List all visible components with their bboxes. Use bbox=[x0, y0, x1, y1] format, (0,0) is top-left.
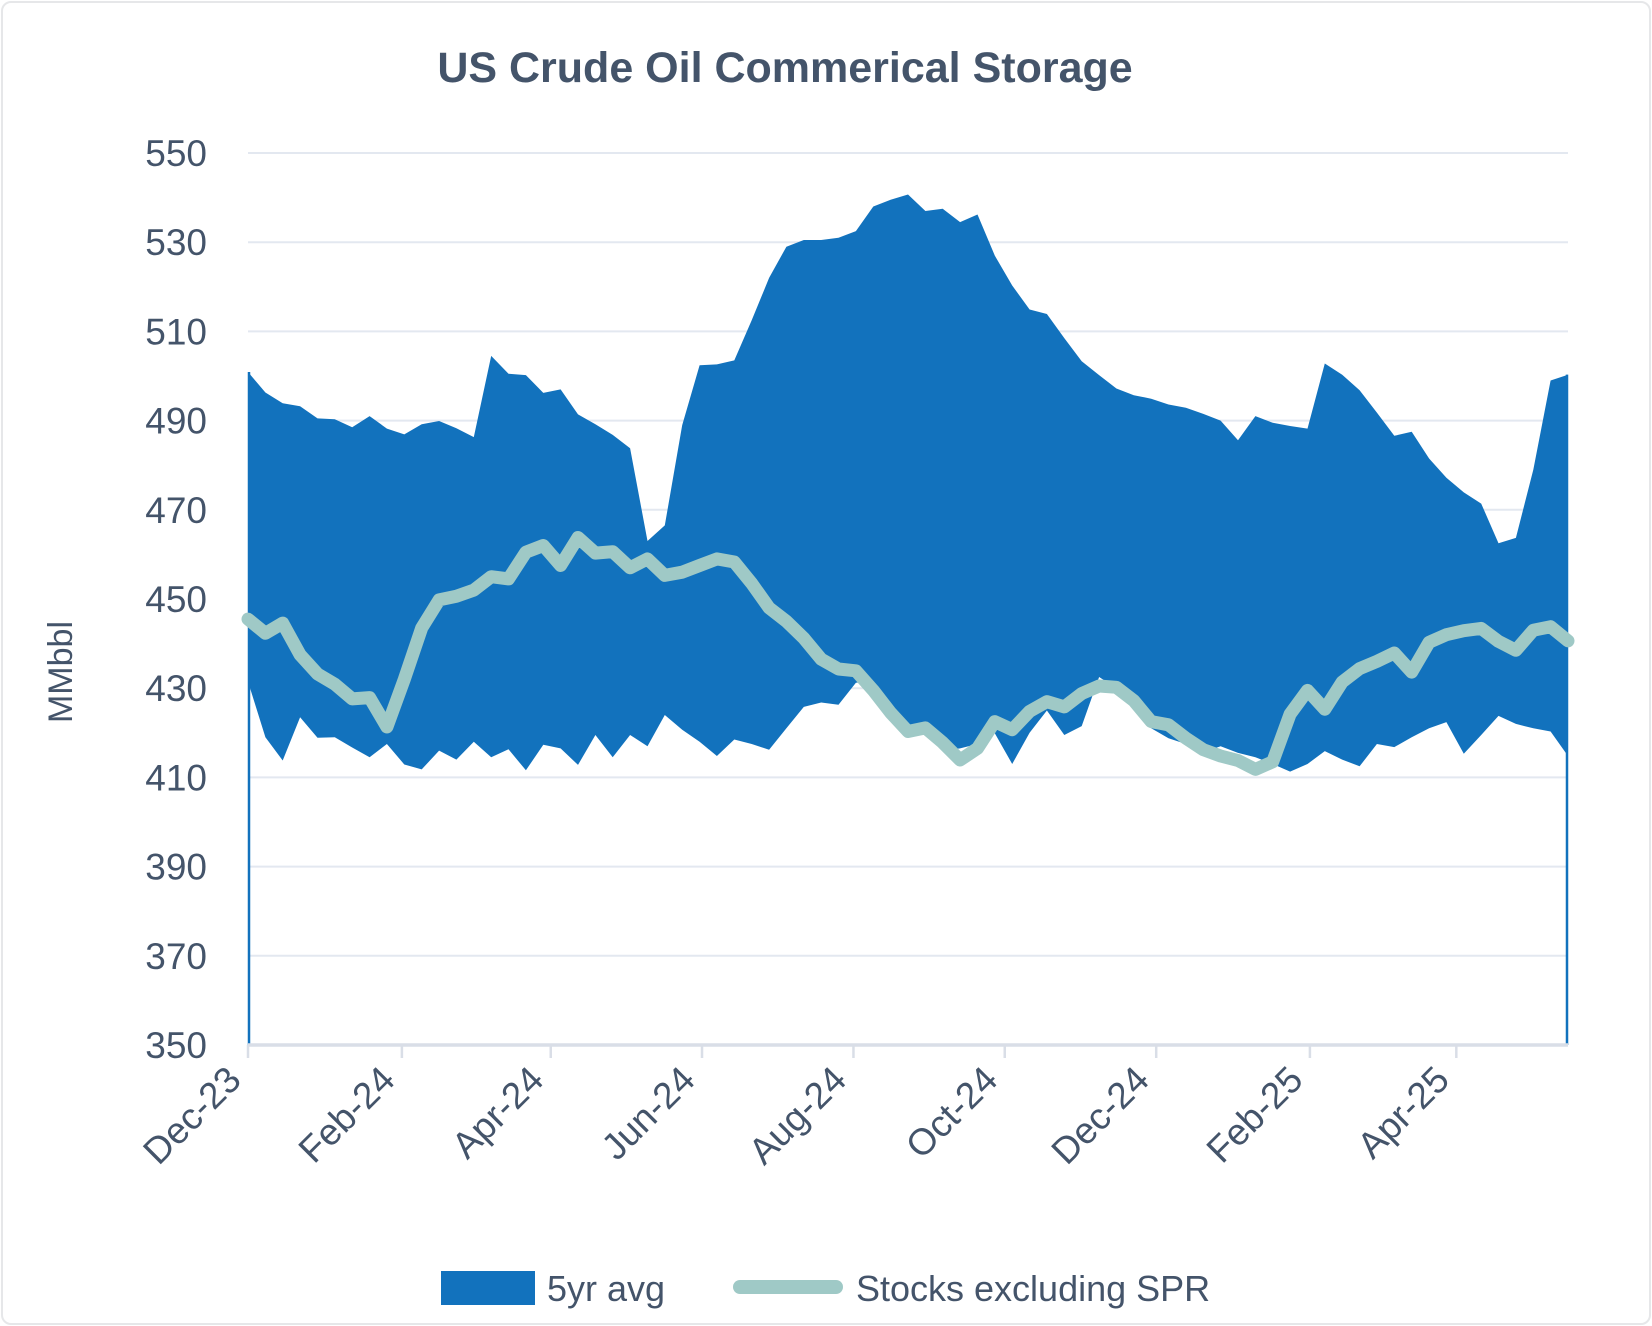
y-tick-label-410: 410 bbox=[145, 757, 207, 798]
x-axis-tick-marks bbox=[246, 1045, 1458, 1058]
y-tick-label-530: 530 bbox=[145, 222, 207, 263]
y-tick-label-350: 350 bbox=[145, 1025, 207, 1066]
plot-area bbox=[241, 194, 1575, 1045]
y-axis-label: MMbbl bbox=[42, 621, 80, 723]
x-tick-label-Apr-24: Apr-24 bbox=[444, 1059, 552, 1167]
legend-5yr-avg-label: 5yr avg bbox=[547, 1268, 665, 1309]
x-tick-label-Dec-24: Dec-24 bbox=[1044, 1059, 1157, 1172]
y-tick-label-370: 370 bbox=[145, 936, 207, 977]
chart-title: US Crude Oil Commerical Storage bbox=[437, 44, 1132, 92]
stocks-excluding-spr-line bbox=[241, 531, 1575, 776]
legend-stocks-label: Stocks excluding SPR bbox=[856, 1268, 1210, 1309]
legend-5yr-avg-swatch bbox=[441, 1271, 535, 1305]
y-tick-label-470: 470 bbox=[145, 490, 207, 531]
y-tick-label-510: 510 bbox=[145, 311, 207, 352]
x-tick-label-Aug-24: Aug-24 bbox=[741, 1059, 854, 1172]
y-tick-label-390: 390 bbox=[145, 847, 207, 888]
band-5yr-range-area bbox=[248, 194, 1568, 772]
y-tick-label-550: 550 bbox=[145, 133, 207, 174]
x-tick-label-Oct-24: Oct-24 bbox=[898, 1059, 1006, 1167]
x-tick-label-Dec-23: Dec-23 bbox=[135, 1059, 248, 1172]
legend: 5yr avg Stocks excluding SPR bbox=[441, 1268, 1210, 1309]
y-tick-label-450: 450 bbox=[145, 579, 207, 620]
y-tick-label-490: 490 bbox=[145, 401, 207, 442]
y-axis-tick-labels: 350 370 390 410 430 450 470 490 510 530 550 bbox=[145, 133, 207, 1066]
x-tick-label-Apr-25: Apr-25 bbox=[1349, 1059, 1457, 1167]
y-tick-label-430: 430 bbox=[145, 668, 207, 709]
x-tick-label-Feb-25: Feb-25 bbox=[1199, 1059, 1311, 1171]
x-tick-label-Feb-24: Feb-24 bbox=[291, 1059, 403, 1171]
x-axis-tick-labels: Dec-23 Feb-24 Apr-24 Jun-24 Aug-24 Oct-24 Dec-… bbox=[135, 1059, 1457, 1172]
x-tick-label-Jun-24: Jun-24 bbox=[594, 1059, 703, 1168]
